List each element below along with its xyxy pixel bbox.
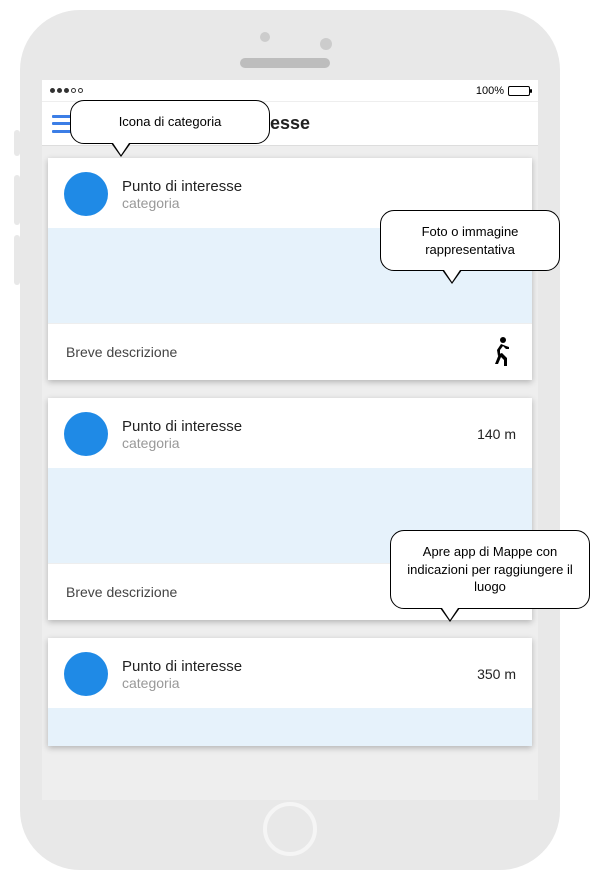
callout-text: Icona di categoria [119,114,222,129]
signal-indicator [50,88,83,93]
card-header: Punto di interesse categoria 140 m [48,398,532,468]
poi-title: Punto di interesse [122,178,463,195]
directions-icon[interactable] [488,336,514,368]
poi-category: categoria [122,675,463,691]
phone-camera [320,38,332,50]
category-icon [64,412,108,456]
poi-category: categoria [122,435,463,451]
phone-earpiece [240,58,330,68]
status-bar: 100% [42,80,538,102]
screen: 100% esse Punto di interesse categoria [42,80,538,800]
card-footer: Breve descrizione [48,323,532,380]
battery-icon [508,86,530,96]
annotation-callout-maps: Apre app di Mappe con indicazioni per ra… [390,530,590,609]
annotation-callout-category-icon: Icona di categoria [70,100,270,144]
phone-sensor [260,32,270,42]
poi-distance: 350 m [477,666,516,682]
home-button[interactable] [263,802,317,856]
poi-image-placeholder [48,708,532,746]
poi-description: Breve descrizione [66,344,177,360]
poi-title: Punto di interesse [122,658,463,675]
annotation-callout-photo: Foto o immagine rappresentativa [380,210,560,271]
category-icon [64,652,108,696]
battery-percent: 100% [476,85,504,97]
poi-description: Breve descrizione [66,584,177,600]
card-header: Punto di interesse categoria 350 m [48,638,532,708]
poi-distance: 140 m [477,426,516,442]
poi-title: Punto di interesse [122,418,463,435]
category-icon [64,172,108,216]
callout-text: Foto o immagine rappresentativa [422,224,519,257]
poi-category: categoria [122,195,463,211]
poi-card[interactable]: Punto di interesse categoria 350 m [48,638,532,746]
callout-text: Apre app di Mappe con indicazioni per ra… [407,544,573,594]
